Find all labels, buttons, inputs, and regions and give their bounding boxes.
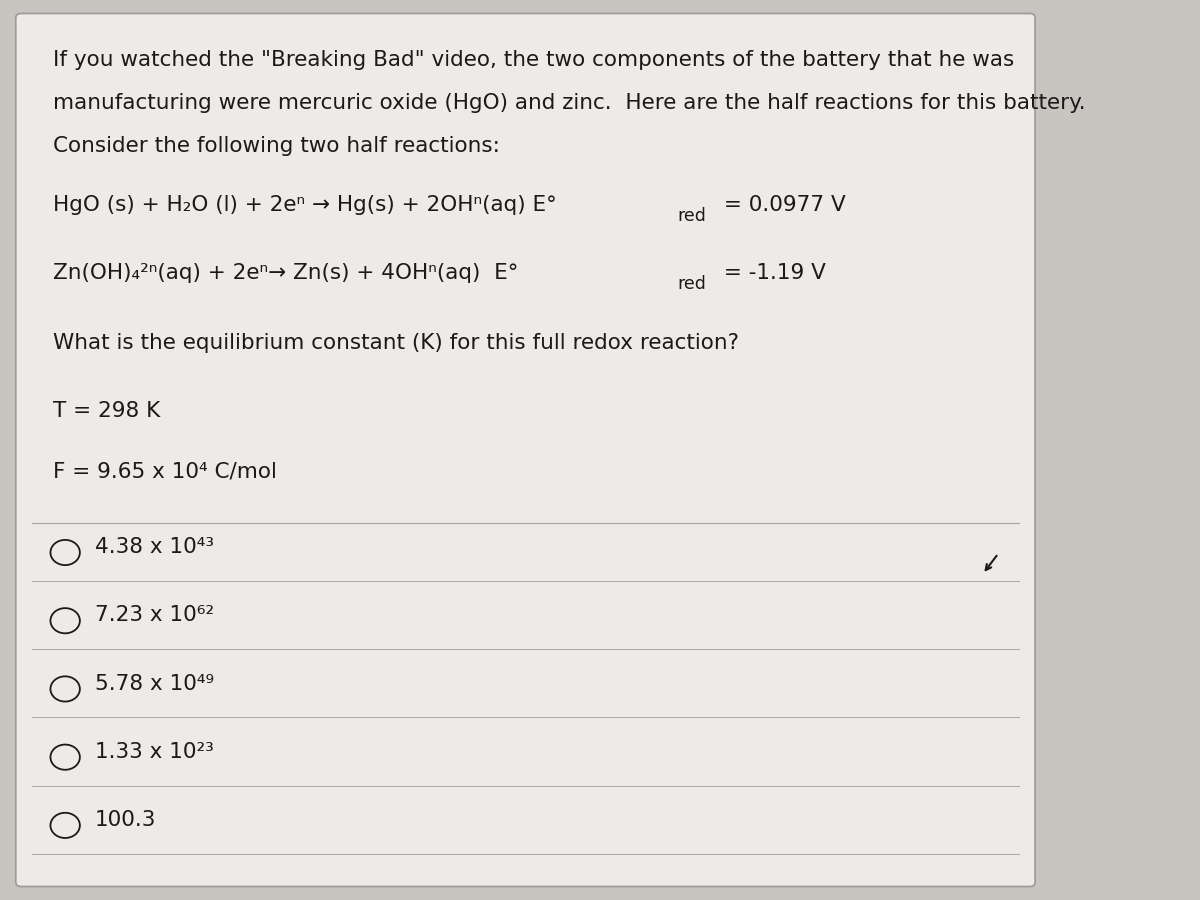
Text: red: red — [678, 274, 707, 292]
Text: manufacturing were mercuric oxide (HgO) and zinc.  Here are the half reactions f: manufacturing were mercuric oxide (HgO) … — [53, 93, 1085, 112]
Text: = -1.19 V: = -1.19 V — [716, 263, 826, 283]
Text: 5.78 x 10⁴⁹: 5.78 x 10⁴⁹ — [95, 673, 214, 694]
Text: red: red — [678, 207, 707, 225]
Text: 1.33 x 10²³: 1.33 x 10²³ — [95, 742, 214, 762]
FancyBboxPatch shape — [16, 14, 1036, 886]
Text: T = 298 K: T = 298 K — [53, 400, 160, 420]
Text: What is the equilibrium constant (K) for this full redox reaction?: What is the equilibrium constant (K) for… — [53, 333, 738, 353]
Text: If you watched the "Breaking Bad" video, the two components of the battery that : If you watched the "Breaking Bad" video,… — [53, 50, 1014, 69]
Text: 100.3: 100.3 — [95, 810, 156, 830]
Text: HgO (s) + H₂O (l) + 2eⁿ → Hg(s) + 2OHⁿ(aq) E°: HgO (s) + H₂O (l) + 2eⁿ → Hg(s) + 2OHⁿ(a… — [53, 195, 557, 215]
Text: Consider the following two half reactions:: Consider the following two half reaction… — [53, 136, 499, 156]
Text: 7.23 x 10⁶²: 7.23 x 10⁶² — [95, 606, 214, 626]
Text: 4.38 x 10⁴³: 4.38 x 10⁴³ — [95, 537, 214, 557]
Text: F = 9.65 x 10⁴ C/mol: F = 9.65 x 10⁴ C/mol — [53, 462, 276, 482]
Text: = 0.0977 V: = 0.0977 V — [716, 195, 846, 215]
Text: Zn(OH)₄²ⁿ(aq) + 2eⁿ→ Zn(s) + 4OHⁿ(aq)  E°: Zn(OH)₄²ⁿ(aq) + 2eⁿ→ Zn(s) + 4OHⁿ(aq) E° — [53, 263, 518, 283]
